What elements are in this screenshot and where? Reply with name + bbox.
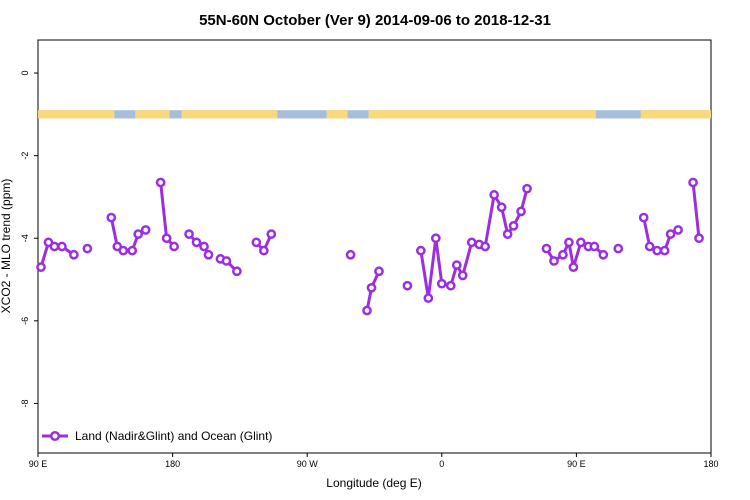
y-tick-label: -8 bbox=[20, 399, 30, 407]
data-point bbox=[82, 243, 93, 254]
data-point bbox=[161, 233, 172, 244]
land-band bbox=[640, 110, 711, 119]
data-point bbox=[496, 202, 507, 213]
y-tick-label: -4 bbox=[20, 234, 30, 242]
data-point bbox=[502, 229, 513, 239]
data-point bbox=[522, 183, 532, 194]
legend: Land (Nadir&Glint) and Ocean (Glint) bbox=[42, 429, 272, 443]
y-tick-label: -2 bbox=[20, 152, 30, 160]
data-point bbox=[374, 266, 384, 277]
data-point bbox=[430, 233, 441, 244]
data-point bbox=[232, 266, 242, 277]
data-point bbox=[191, 237, 202, 248]
data-point bbox=[169, 241, 179, 252]
x-tick-label: 90 E bbox=[567, 459, 586, 469]
data-point bbox=[652, 245, 663, 256]
data-point bbox=[118, 245, 129, 256]
data-point bbox=[558, 249, 568, 260]
plot-area-frame bbox=[37, 39, 712, 454]
data-point bbox=[457, 270, 468, 281]
land-band bbox=[181, 110, 278, 119]
chart-title: 55N-60N October (Ver 9) 2014-09-06 to 20… bbox=[199, 12, 551, 29]
data-point bbox=[423, 293, 434, 303]
data-point bbox=[203, 249, 214, 260]
land-band bbox=[135, 110, 170, 119]
data-point bbox=[508, 221, 519, 231]
data-point bbox=[36, 262, 46, 272]
data-point bbox=[673, 225, 683, 235]
y-tick-label: 0 bbox=[20, 71, 30, 76]
data-point bbox=[140, 225, 151, 235]
data-point bbox=[436, 278, 447, 289]
data-point bbox=[133, 229, 144, 239]
data-point bbox=[516, 206, 526, 217]
data-point bbox=[688, 177, 698, 188]
data-point bbox=[665, 229, 676, 239]
data-point bbox=[258, 245, 269, 256]
data-point bbox=[466, 237, 477, 248]
data-point bbox=[564, 237, 574, 248]
data-point bbox=[659, 245, 670, 256]
data-point bbox=[345, 249, 356, 260]
data-point bbox=[613, 243, 624, 254]
data-point bbox=[49, 241, 60, 252]
x-tick-label: 180 bbox=[703, 459, 718, 469]
y-axis-label: XCO2 - MLO trend (ppm) bbox=[0, 179, 13, 314]
y-tick-label: -6 bbox=[20, 317, 30, 325]
land-ocean-strip bbox=[38, 110, 711, 119]
x-axis-label: Longitude (deg E) bbox=[326, 476, 421, 490]
data-point bbox=[445, 280, 456, 291]
land-band bbox=[368, 110, 596, 119]
data-point bbox=[127, 245, 138, 256]
data-point bbox=[366, 282, 377, 293]
data-point bbox=[266, 229, 277, 239]
data-point bbox=[402, 280, 413, 291]
data-point bbox=[57, 241, 67, 252]
series-line-segment bbox=[691, 182, 701, 239]
data-point bbox=[362, 305, 372, 316]
legend-marker-swatch bbox=[49, 430, 61, 442]
data-point bbox=[638, 212, 649, 223]
data-point bbox=[489, 190, 499, 200]
data-point bbox=[416, 245, 426, 256]
data-point bbox=[155, 177, 166, 188]
data-point bbox=[184, 229, 194, 239]
data-point bbox=[480, 241, 491, 252]
data-point bbox=[251, 237, 262, 248]
data-point bbox=[69, 249, 79, 260]
data-point bbox=[549, 256, 559, 266]
data-point bbox=[694, 233, 704, 244]
data-point bbox=[589, 241, 600, 252]
data-point bbox=[221, 256, 232, 266]
land-band bbox=[38, 110, 115, 119]
series-layer bbox=[36, 177, 704, 316]
x-tick-label: 180 bbox=[165, 459, 180, 469]
axes: 90 E 180 90 W 0 90 E 180 0 -2 -4 -6 -8 bbox=[20, 71, 719, 469]
data-point bbox=[541, 243, 552, 254]
land-band bbox=[326, 110, 348, 119]
data-point bbox=[451, 260, 462, 270]
legend-label: Land (Nadir&Glint) and Ocean (Glint) bbox=[75, 429, 272, 443]
data-point bbox=[576, 237, 586, 248]
x-tick-label: 0 bbox=[439, 459, 444, 469]
data-point bbox=[106, 212, 117, 223]
data-point bbox=[199, 241, 209, 252]
data-point bbox=[568, 262, 579, 272]
data-point bbox=[644, 241, 655, 252]
data-point bbox=[598, 249, 609, 260]
x-tick-label: 90 E bbox=[29, 459, 48, 469]
x-tick-label: 90 W bbox=[297, 459, 319, 469]
